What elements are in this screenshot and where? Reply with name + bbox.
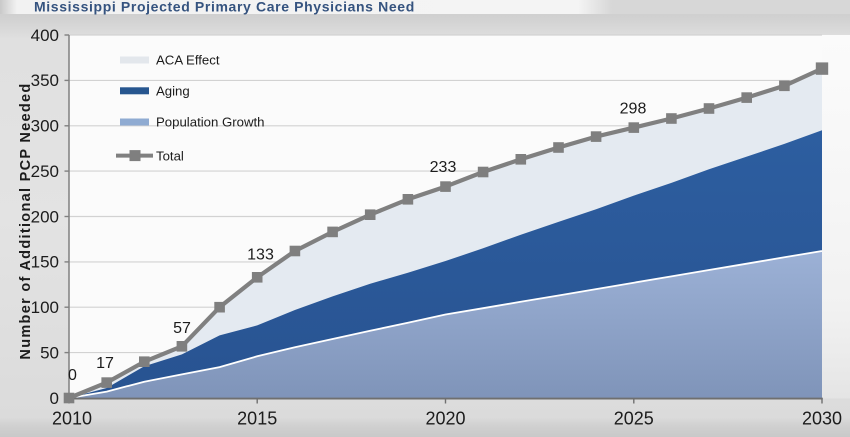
svg-text:50: 50 xyxy=(40,343,59,362)
svg-text:2010: 2010 xyxy=(52,409,92,429)
svg-text:133: 133 xyxy=(247,247,274,264)
svg-text:0: 0 xyxy=(68,367,77,384)
svg-text:2020: 2020 xyxy=(425,409,465,429)
svg-text:57: 57 xyxy=(173,320,191,337)
svg-text:2015: 2015 xyxy=(237,409,277,429)
svg-text:250: 250 xyxy=(31,162,59,181)
svg-text:Population Growth: Population Growth xyxy=(156,115,265,130)
svg-text:2025: 2025 xyxy=(614,409,654,429)
svg-text:400: 400 xyxy=(31,26,59,45)
svg-text:233: 233 xyxy=(430,159,457,176)
svg-text:ACA Effect: ACA Effect xyxy=(156,53,220,68)
svg-text:200: 200 xyxy=(31,207,59,226)
svg-text:Total: Total xyxy=(156,148,184,163)
svg-text:Mississippi Projected Primary: Mississippi Projected Primary Care Physi… xyxy=(34,0,415,15)
svg-text:300: 300 xyxy=(31,117,59,136)
svg-text:298: 298 xyxy=(620,101,647,118)
svg-text:0: 0 xyxy=(50,389,59,408)
svg-text:350: 350 xyxy=(31,71,59,90)
svg-text:17: 17 xyxy=(96,355,114,372)
svg-text:2030: 2030 xyxy=(802,409,842,429)
svg-text:150: 150 xyxy=(31,253,59,272)
svg-text:100: 100 xyxy=(31,298,59,317)
svg-text:Aging: Aging xyxy=(156,84,190,99)
svg-text:Number of Additional PCP Neede: Number of Additional PCP Needed xyxy=(18,82,34,359)
